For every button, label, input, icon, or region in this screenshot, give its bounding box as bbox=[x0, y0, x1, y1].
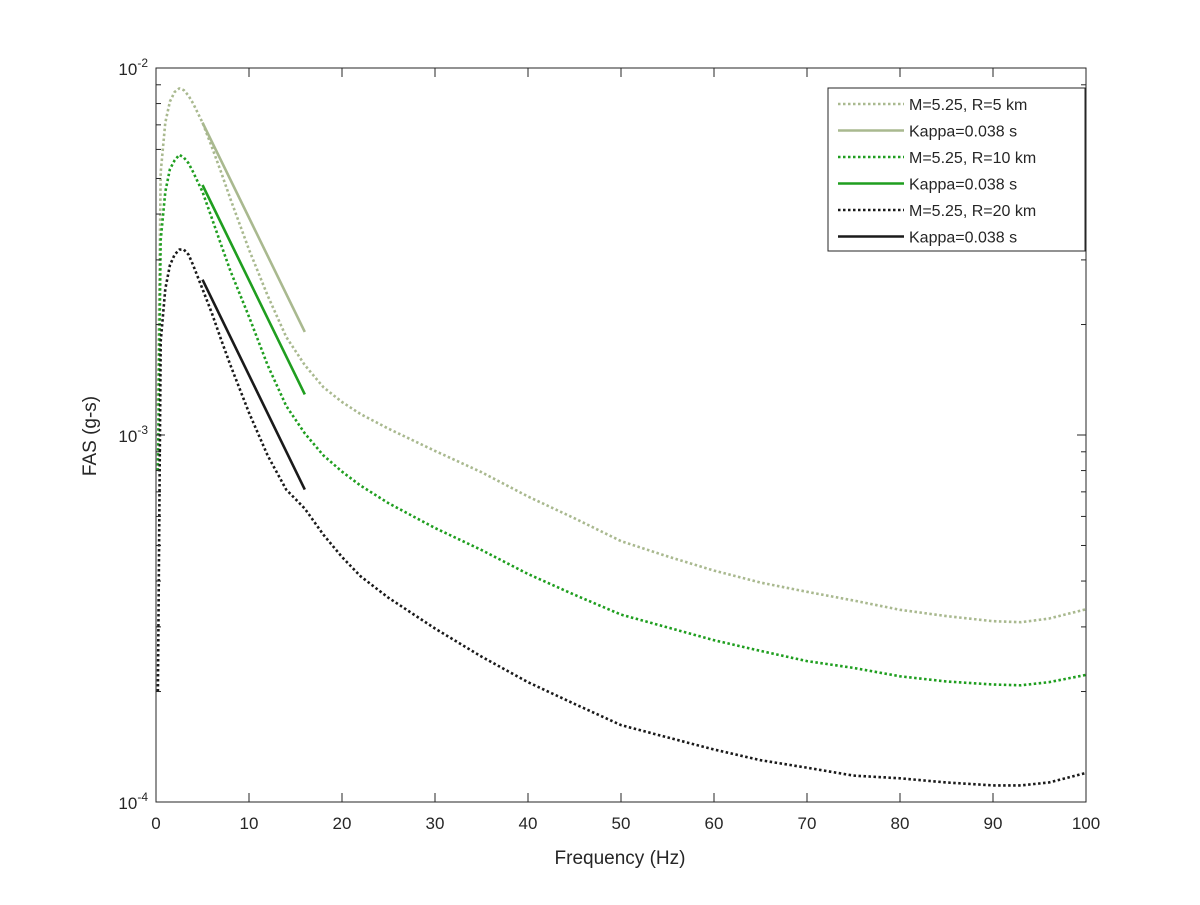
legend-entry-label: M=5.25, R=10 km bbox=[909, 150, 1036, 167]
y-tick-label: 10-4 bbox=[118, 790, 148, 813]
series-line-3 bbox=[201, 184, 306, 395]
x-tick-label: 60 bbox=[705, 814, 724, 833]
series-line-5 bbox=[201, 279, 306, 491]
legend-entry-label: M=5.25, R=5 km bbox=[909, 97, 1027, 114]
x-tick-label: 50 bbox=[612, 814, 631, 833]
legend-entry-label: Kappa=0.038 s bbox=[909, 230, 1017, 247]
x-axis-label: Frequency (Hz) bbox=[555, 848, 686, 869]
x-tick-label: 10 bbox=[240, 814, 259, 833]
x-tick-label: 20 bbox=[333, 814, 352, 833]
x-tick-label: 90 bbox=[984, 814, 1003, 833]
x-tick-label: 80 bbox=[891, 814, 910, 833]
legend: M=5.25, R=5 km Kappa=0.038 s M=5.25, R=10 … bbox=[827, 87, 1086, 252]
series-layer bbox=[156, 87, 1087, 787]
x-tick-label: 100 bbox=[1072, 814, 1100, 833]
ticks-layer: 0 10 20 30 40 50 60 70 80 90 100 10-4 10-3 10-2 bbox=[118, 56, 1100, 833]
series-line-2 bbox=[156, 153, 1087, 687]
y-axis-label: FAS (g-s) bbox=[80, 396, 101, 476]
x-tick-label: 0 bbox=[151, 814, 160, 833]
series-line-1 bbox=[201, 122, 306, 333]
legend-entry-label: Kappa=0.038 s bbox=[909, 124, 1017, 141]
y-tick-label: 10-3 bbox=[118, 423, 148, 446]
x-tick-label: 70 bbox=[798, 814, 817, 833]
legend-box bbox=[827, 87, 1086, 252]
legend-entry-label: Kappa=0.038 s bbox=[909, 177, 1017, 194]
x-tick-label: 30 bbox=[426, 814, 445, 833]
legend-entry-label: M=5.25, R=20 km bbox=[909, 203, 1036, 220]
x-tick-label: 40 bbox=[519, 814, 538, 833]
y-tick-label: 10-2 bbox=[118, 56, 148, 79]
series-line-0 bbox=[156, 87, 1087, 624]
